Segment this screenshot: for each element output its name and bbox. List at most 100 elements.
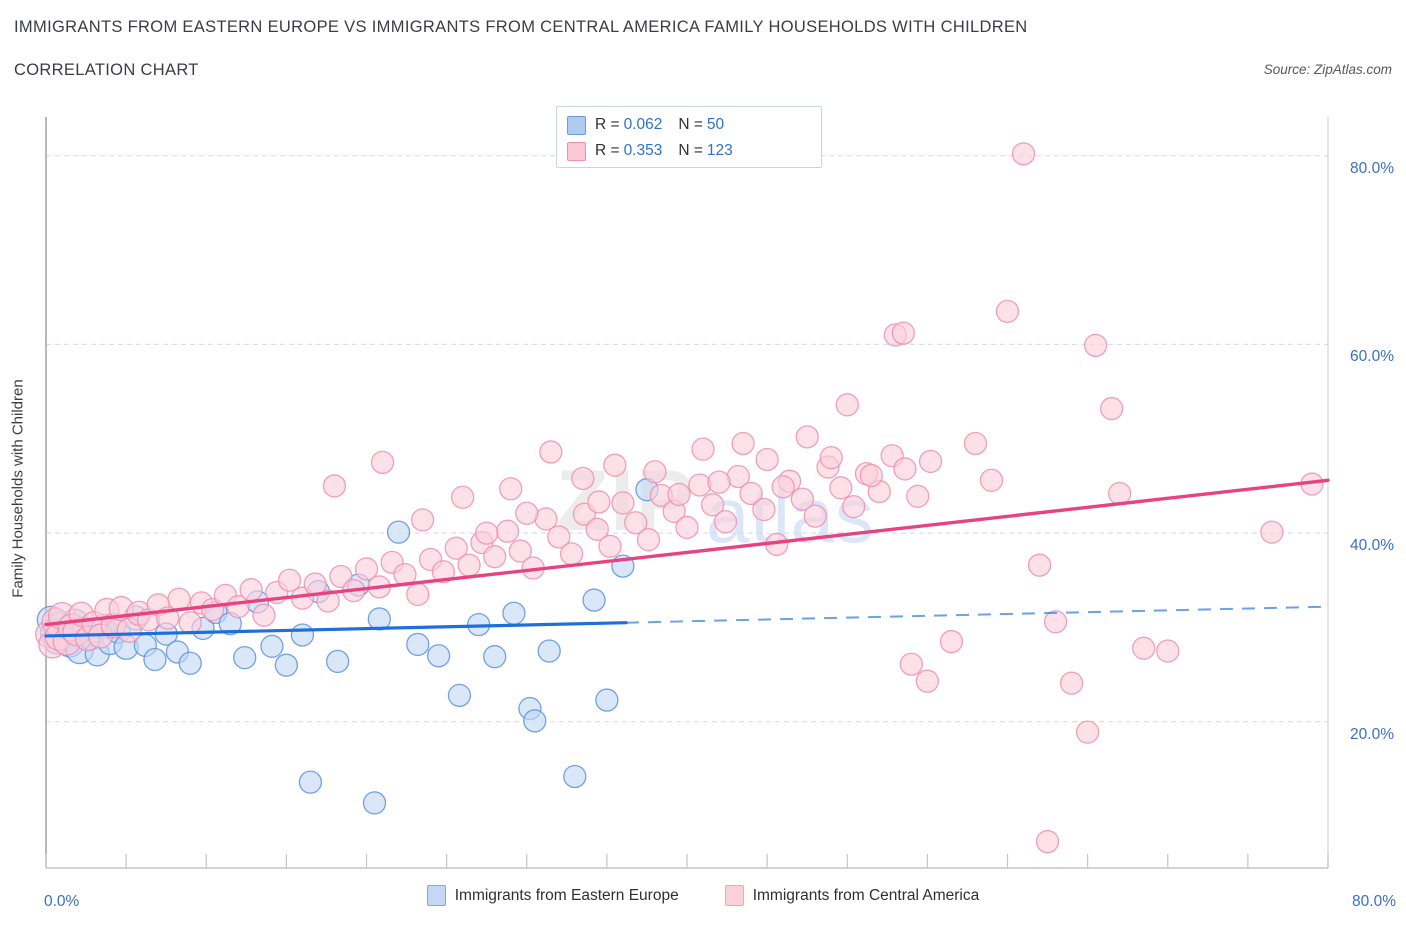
n-label-pink: N = (678, 142, 703, 159)
trendline-eastern-europe-solid (44, 621, 628, 638)
data-point (915, 669, 940, 693)
y-axis-tick-40.0: 40.0% (1350, 537, 1394, 555)
data-point (326, 649, 350, 674)
data-point (1075, 720, 1100, 744)
data-point (298, 770, 323, 794)
data-point (370, 450, 395, 474)
data-point (624, 511, 648, 535)
data-point (362, 791, 387, 815)
data-point (539, 440, 563, 464)
data-point (700, 493, 725, 517)
data-point (239, 578, 263, 602)
trendline-eastern-europe-dashed (626, 605, 1329, 624)
data-point (1027, 553, 1052, 577)
data-point (547, 525, 571, 549)
data-point (515, 501, 539, 525)
legend-item-central-america[interactable]: Immigrants from Central America (724, 885, 979, 906)
r-label-blue: R = (595, 116, 620, 133)
data-point (1260, 520, 1284, 544)
series-points-central-america (35, 142, 1324, 854)
data-point (1035, 829, 1060, 854)
data-point (691, 437, 715, 461)
data-point (752, 497, 776, 522)
data-point (587, 490, 611, 514)
data-point (1059, 671, 1084, 695)
data-point (819, 445, 843, 470)
legend-color-box-central-america (724, 885, 744, 906)
data-point (731, 431, 755, 456)
data-point (771, 475, 795, 499)
data-point (585, 517, 609, 541)
data-point (603, 453, 627, 477)
stat-row-pink: R = 0.353 N = 123 (567, 138, 811, 164)
data-point (829, 476, 853, 500)
data-point (1132, 636, 1156, 660)
data-point (1156, 639, 1180, 663)
data-point (483, 545, 507, 569)
page-subtitle: CORRELATION CHART (14, 61, 199, 79)
data-point (502, 601, 526, 625)
data-point (899, 652, 923, 676)
data-point (893, 457, 917, 481)
data-point (1043, 610, 1068, 634)
data-point (274, 653, 299, 677)
data-point (739, 481, 763, 506)
data-point (939, 629, 964, 654)
data-point (277, 568, 302, 592)
data-point (450, 485, 475, 509)
legend-color-box-eastern-europe (426, 885, 446, 906)
data-point (316, 589, 340, 613)
r-label-pink: R = (595, 142, 620, 159)
data-point (367, 607, 391, 631)
data-point (582, 588, 606, 612)
data-point (499, 477, 523, 501)
data-point (891, 321, 915, 345)
x-axis-tick-max: 80.0% (1352, 893, 1396, 910)
legend-swatch-eastern-europe (567, 115, 586, 135)
data-point (995, 299, 1020, 324)
data-point (643, 460, 667, 484)
data-point (406, 632, 430, 657)
data-point (457, 553, 481, 577)
data-point (571, 466, 595, 491)
data-point (842, 495, 866, 519)
stat-row-blue: R = 0.062 N = 50 (567, 112, 811, 138)
data-point (354, 557, 379, 581)
data-point (803, 504, 827, 528)
legend-swatch-central-america (567, 141, 586, 161)
data-point (675, 515, 699, 540)
legend-label-eastern-europe: Immigrants from Eastern Europe (454, 886, 679, 904)
r-value-blue: 0.062 (623, 116, 663, 133)
data-point (979, 468, 1004, 492)
legend-item-eastern-europe[interactable]: Immigrants from Eastern Europe (426, 885, 679, 906)
data-point (1100, 396, 1124, 421)
data-point (713, 510, 738, 534)
data-point (290, 623, 315, 647)
data-point (1011, 142, 1036, 166)
trendline-central-america (44, 478, 1330, 627)
data-point (143, 647, 167, 672)
data-point (795, 425, 819, 449)
data-point (598, 534, 622, 558)
data-point (563, 764, 587, 789)
data-point (178, 651, 202, 675)
data-point (322, 474, 347, 498)
title-block: IMMIGRANTS FROM EASTERN EUROPE VS IMMIGR… (14, 18, 1028, 80)
data-point (667, 482, 691, 507)
data-point (233, 645, 257, 670)
data-point (495, 519, 520, 543)
data-point (1083, 333, 1108, 358)
data-point (595, 688, 619, 712)
n-label-blue: N = (678, 116, 703, 133)
data-point (835, 393, 859, 417)
data-point (707, 470, 731, 494)
y-axis-tick-20.0: 20.0% (1350, 725, 1394, 743)
n-value-blue: 50 (706, 116, 725, 133)
data-point (611, 491, 635, 515)
data-point (178, 611, 202, 635)
data-point (167, 587, 191, 611)
source-label: Source: ZipAtlas.com (1263, 62, 1392, 77)
data-point (475, 521, 499, 545)
y-axis-tick-80.0: 80.0% (1350, 159, 1394, 177)
